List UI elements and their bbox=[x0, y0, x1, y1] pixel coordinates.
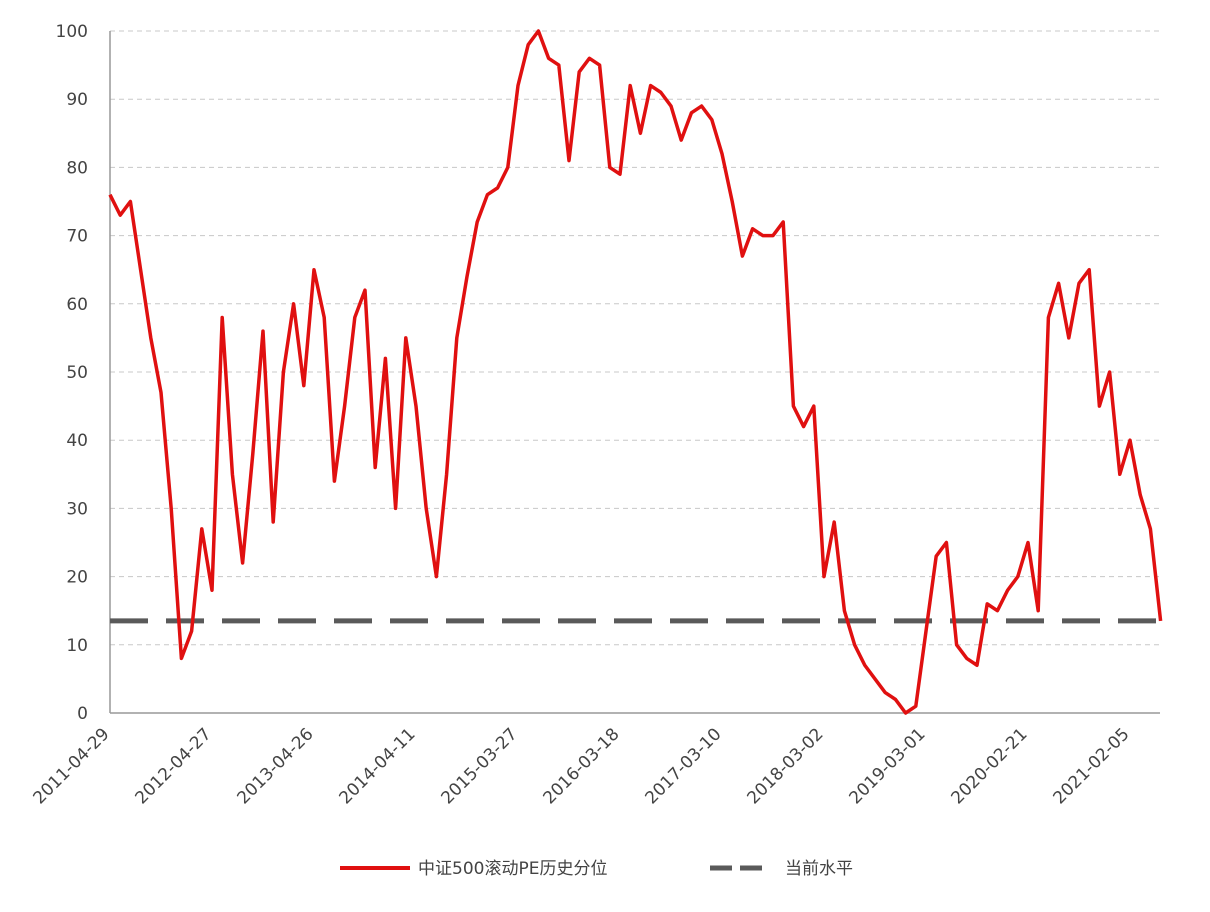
x-tick-label: 2016-03-18 bbox=[540, 724, 624, 808]
legend-label: 当前水平 bbox=[785, 859, 853, 879]
y-tick-label: 30 bbox=[66, 499, 88, 519]
x-tick-label: 2012-04-27 bbox=[132, 724, 216, 808]
y-tick-label: 60 bbox=[66, 295, 88, 315]
y-tick-label: 90 bbox=[66, 90, 88, 110]
x-tick-label: 2017-03-10 bbox=[642, 724, 726, 808]
y-tick-label: 20 bbox=[66, 568, 88, 588]
x-tick-label: 2019-03-01 bbox=[846, 724, 930, 808]
line bbox=[108, 29, 1163, 715]
y-tick-label: 10 bbox=[66, 636, 88, 656]
y-tick-label: 0 bbox=[77, 704, 88, 724]
x-tick-label: 2020-02-21 bbox=[948, 724, 1032, 808]
x-tick-label: 2021-02-05 bbox=[1050, 724, 1134, 808]
x-tick-label: 2018-03-02 bbox=[744, 724, 828, 808]
x-tick-label: 2015-03-27 bbox=[438, 724, 522, 808]
y-tick-label: 50 bbox=[66, 363, 88, 383]
x-tick-label: 2014-04-11 bbox=[336, 724, 420, 808]
y-tick-label: 80 bbox=[66, 158, 88, 178]
y-tick-label: 70 bbox=[66, 227, 88, 247]
y-tick-label: 40 bbox=[66, 431, 88, 451]
x-tick-label: 2011-04-29 bbox=[30, 724, 114, 808]
x-tick-label: 2013-04-26 bbox=[234, 724, 318, 808]
y-tick-label: 100 bbox=[56, 22, 88, 42]
legend-label: 中证500滚动PE历史分位 bbox=[418, 859, 607, 879]
